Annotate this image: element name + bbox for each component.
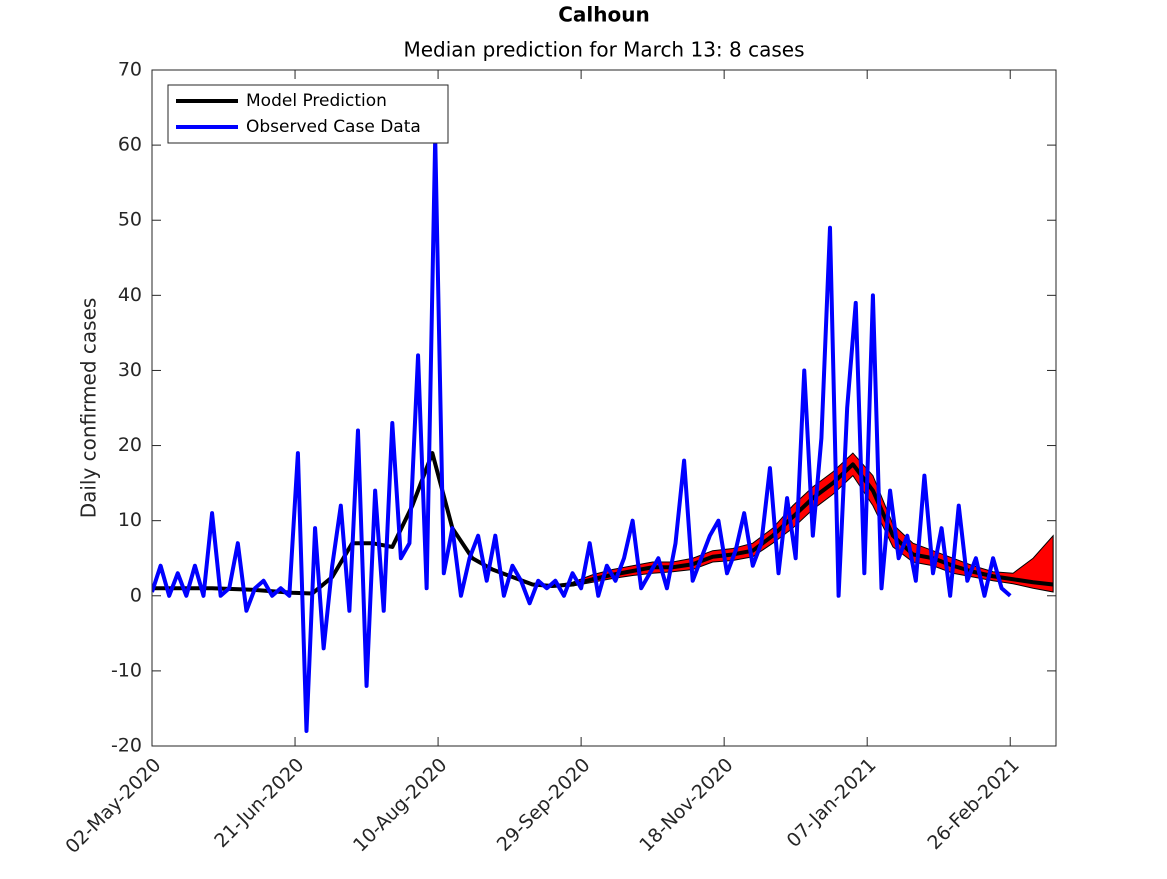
legend-label: Observed Case Data: [246, 117, 421, 137]
y-axis-label: Daily confirmed cases: [77, 298, 101, 519]
y-tick-label: 50: [118, 209, 142, 231]
y-tick-label: -10: [111, 659, 142, 681]
y-tick-label: 60: [118, 134, 142, 156]
y-tick-label: -20: [111, 735, 142, 757]
axes-box: [151, 69, 1057, 747]
y-tick-label: 10: [118, 509, 142, 531]
y-tick-label: 30: [118, 359, 142, 381]
y-tick-label: 40: [118, 284, 142, 306]
series-line: [152, 135, 1012, 733]
legend-label: Model Prediction: [246, 91, 387, 111]
chart-title: Calhoun: [558, 3, 649, 27]
y-tick-label: 70: [118, 59, 142, 81]
plot-area: [152, 135, 1054, 733]
y-tick-label: 0: [130, 584, 142, 606]
chart-subtitle: Median prediction for March 13: 8 cases: [403, 38, 804, 62]
y-tick-label: 20: [118, 434, 142, 456]
legend-box: [167, 84, 449, 144]
legend: Model Prediction Observed Case Data: [167, 84, 449, 144]
